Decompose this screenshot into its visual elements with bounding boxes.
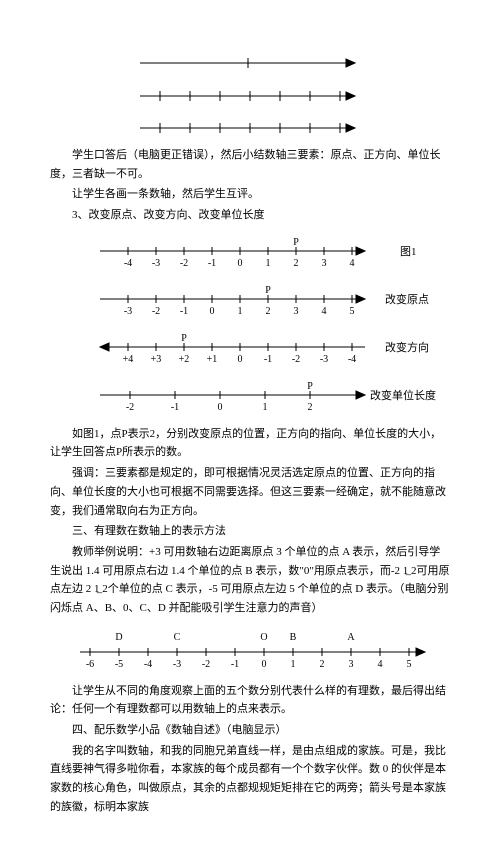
- svg-text:-4: -4: [144, 659, 152, 670]
- svg-text:+1: +1: [207, 354, 218, 365]
- svg-text:0: 0: [262, 659, 267, 670]
- svg-text:-2: -2: [180, 258, 188, 269]
- number-line-5: D C O B A -6 -5 -4 -3 -2 -1 0 1 2 3 4 5: [60, 626, 440, 674]
- svg-text:改变单位长度: 改变单位长度: [370, 388, 436, 402]
- svg-text:-1: -1: [171, 402, 179, 413]
- svg-text:+4: +4: [123, 354, 134, 365]
- svg-text:-4: -4: [124, 258, 132, 269]
- svg-text:-2: -2: [292, 354, 300, 365]
- svg-text:3: 3: [294, 306, 299, 317]
- svg-text:P: P: [293, 237, 299, 248]
- svg-text:-2: -2: [202, 659, 210, 670]
- svg-text:0: 0: [238, 258, 243, 269]
- svg-text:-1: -1: [231, 659, 239, 670]
- svg-text:+3: +3: [151, 354, 162, 365]
- svg-text:+2: +2: [179, 354, 190, 365]
- paragraph-1: 学生口答后（电脑更正错误），然后小结数轴三要素：原点、正方向、单位长度，三者缺一…: [50, 146, 450, 183]
- svg-text:-6: -6: [86, 659, 94, 670]
- svg-text:5: 5: [350, 306, 355, 317]
- svg-text:5: 5: [407, 659, 412, 670]
- svg-text:-2: -2: [126, 402, 134, 413]
- svg-text:O: O: [260, 632, 267, 643]
- number-line-4: -2 -1 0 1 2 P 改变单位长度: [60, 377, 440, 417]
- svg-text:P: P: [181, 333, 187, 344]
- svg-text:2: 2: [308, 402, 313, 413]
- svg-text:-4: -4: [348, 354, 356, 365]
- svg-text:改变方向: 改变方向: [385, 340, 429, 354]
- paragraph-2: 让学生各画一条数轴，然后学生互评。: [50, 185, 450, 204]
- svg-text:4: 4: [350, 258, 355, 269]
- svg-text:3: 3: [322, 258, 327, 269]
- svg-text:0: 0: [238, 354, 243, 365]
- paragraph-8: 让学生从不同的角度观察上面的五个数分别代表什么样的有理数，最后得出结论：任何一个…: [50, 682, 450, 719]
- svg-text:-1: -1: [180, 306, 188, 317]
- number-line-1: -4 -3 -2 -1 0 1 2 3 4 P 图1: [60, 233, 440, 273]
- svg-text:A: A: [347, 632, 355, 643]
- svg-text:-3: -3: [173, 659, 181, 670]
- svg-text:3: 3: [349, 659, 354, 670]
- svg-text:2: 2: [294, 258, 299, 269]
- paragraph-9: 四、配乐数学小品《数轴自述》（电脑显示）: [50, 721, 450, 740]
- svg-text:0: 0: [210, 306, 215, 317]
- paragraph-3: 3、改变原点、改变方向、改变单位长度: [50, 206, 450, 225]
- svg-text:1: 1: [291, 659, 296, 670]
- paragraph-10: 我的名字叫数轴，和我的同胞兄弟直线一样，是由点组成的家族。可是，我比直线要神气得…: [50, 742, 450, 817]
- svg-text:-3: -3: [152, 258, 160, 269]
- svg-text:P: P: [265, 285, 271, 296]
- svg-text:-3: -3: [124, 306, 132, 317]
- paragraph-6: 三、有理数在数轴上的表示方法: [50, 522, 450, 541]
- svg-text:B: B: [290, 632, 297, 643]
- paragraph-5: 强调：三要素都是规定的，即可根据情况灵活选定原点的位置、正方向的指向、单位长度的…: [50, 464, 450, 520]
- svg-text:1: 1: [263, 402, 268, 413]
- svg-text:D: D: [115, 632, 122, 643]
- svg-text:1: 1: [238, 306, 243, 317]
- svg-text:2: 2: [320, 659, 325, 670]
- number-line-3: +4 +3 +2 +1 0 -1 -2 -3 -4 P 改变方向: [60, 329, 440, 369]
- svg-text:-5: -5: [115, 659, 123, 670]
- svg-text:1: 1: [266, 258, 271, 269]
- svg-text:P: P: [307, 381, 313, 392]
- svg-text:-2: -2: [152, 306, 160, 317]
- svg-text:2: 2: [266, 306, 271, 317]
- number-line-2: -3 -2 -1 0 1 2 3 4 5 P 改变原点: [60, 281, 440, 321]
- svg-text:-3: -3: [320, 354, 328, 365]
- paragraph-7: 教师举例说明：+3 可用数轴右边距离原点 3 个单位的点 A 表示，然后引导学生…: [50, 543, 450, 618]
- svg-text:C: C: [174, 632, 181, 643]
- svg-text:4: 4: [378, 659, 383, 670]
- svg-text:0: 0: [218, 402, 223, 413]
- svg-text:4: 4: [322, 306, 327, 317]
- top-arrows-figure: [120, 48, 380, 138]
- svg-text:-1: -1: [264, 354, 272, 365]
- svg-text:-1: -1: [208, 258, 216, 269]
- svg-text:改变原点: 改变原点: [385, 292, 429, 306]
- paragraph-4: 如图1，点P表示2，分别改变原点的位置，正方向的指向、单位长度的大小，让学生回答…: [50, 425, 450, 462]
- svg-text:图1: 图1: [400, 245, 417, 258]
